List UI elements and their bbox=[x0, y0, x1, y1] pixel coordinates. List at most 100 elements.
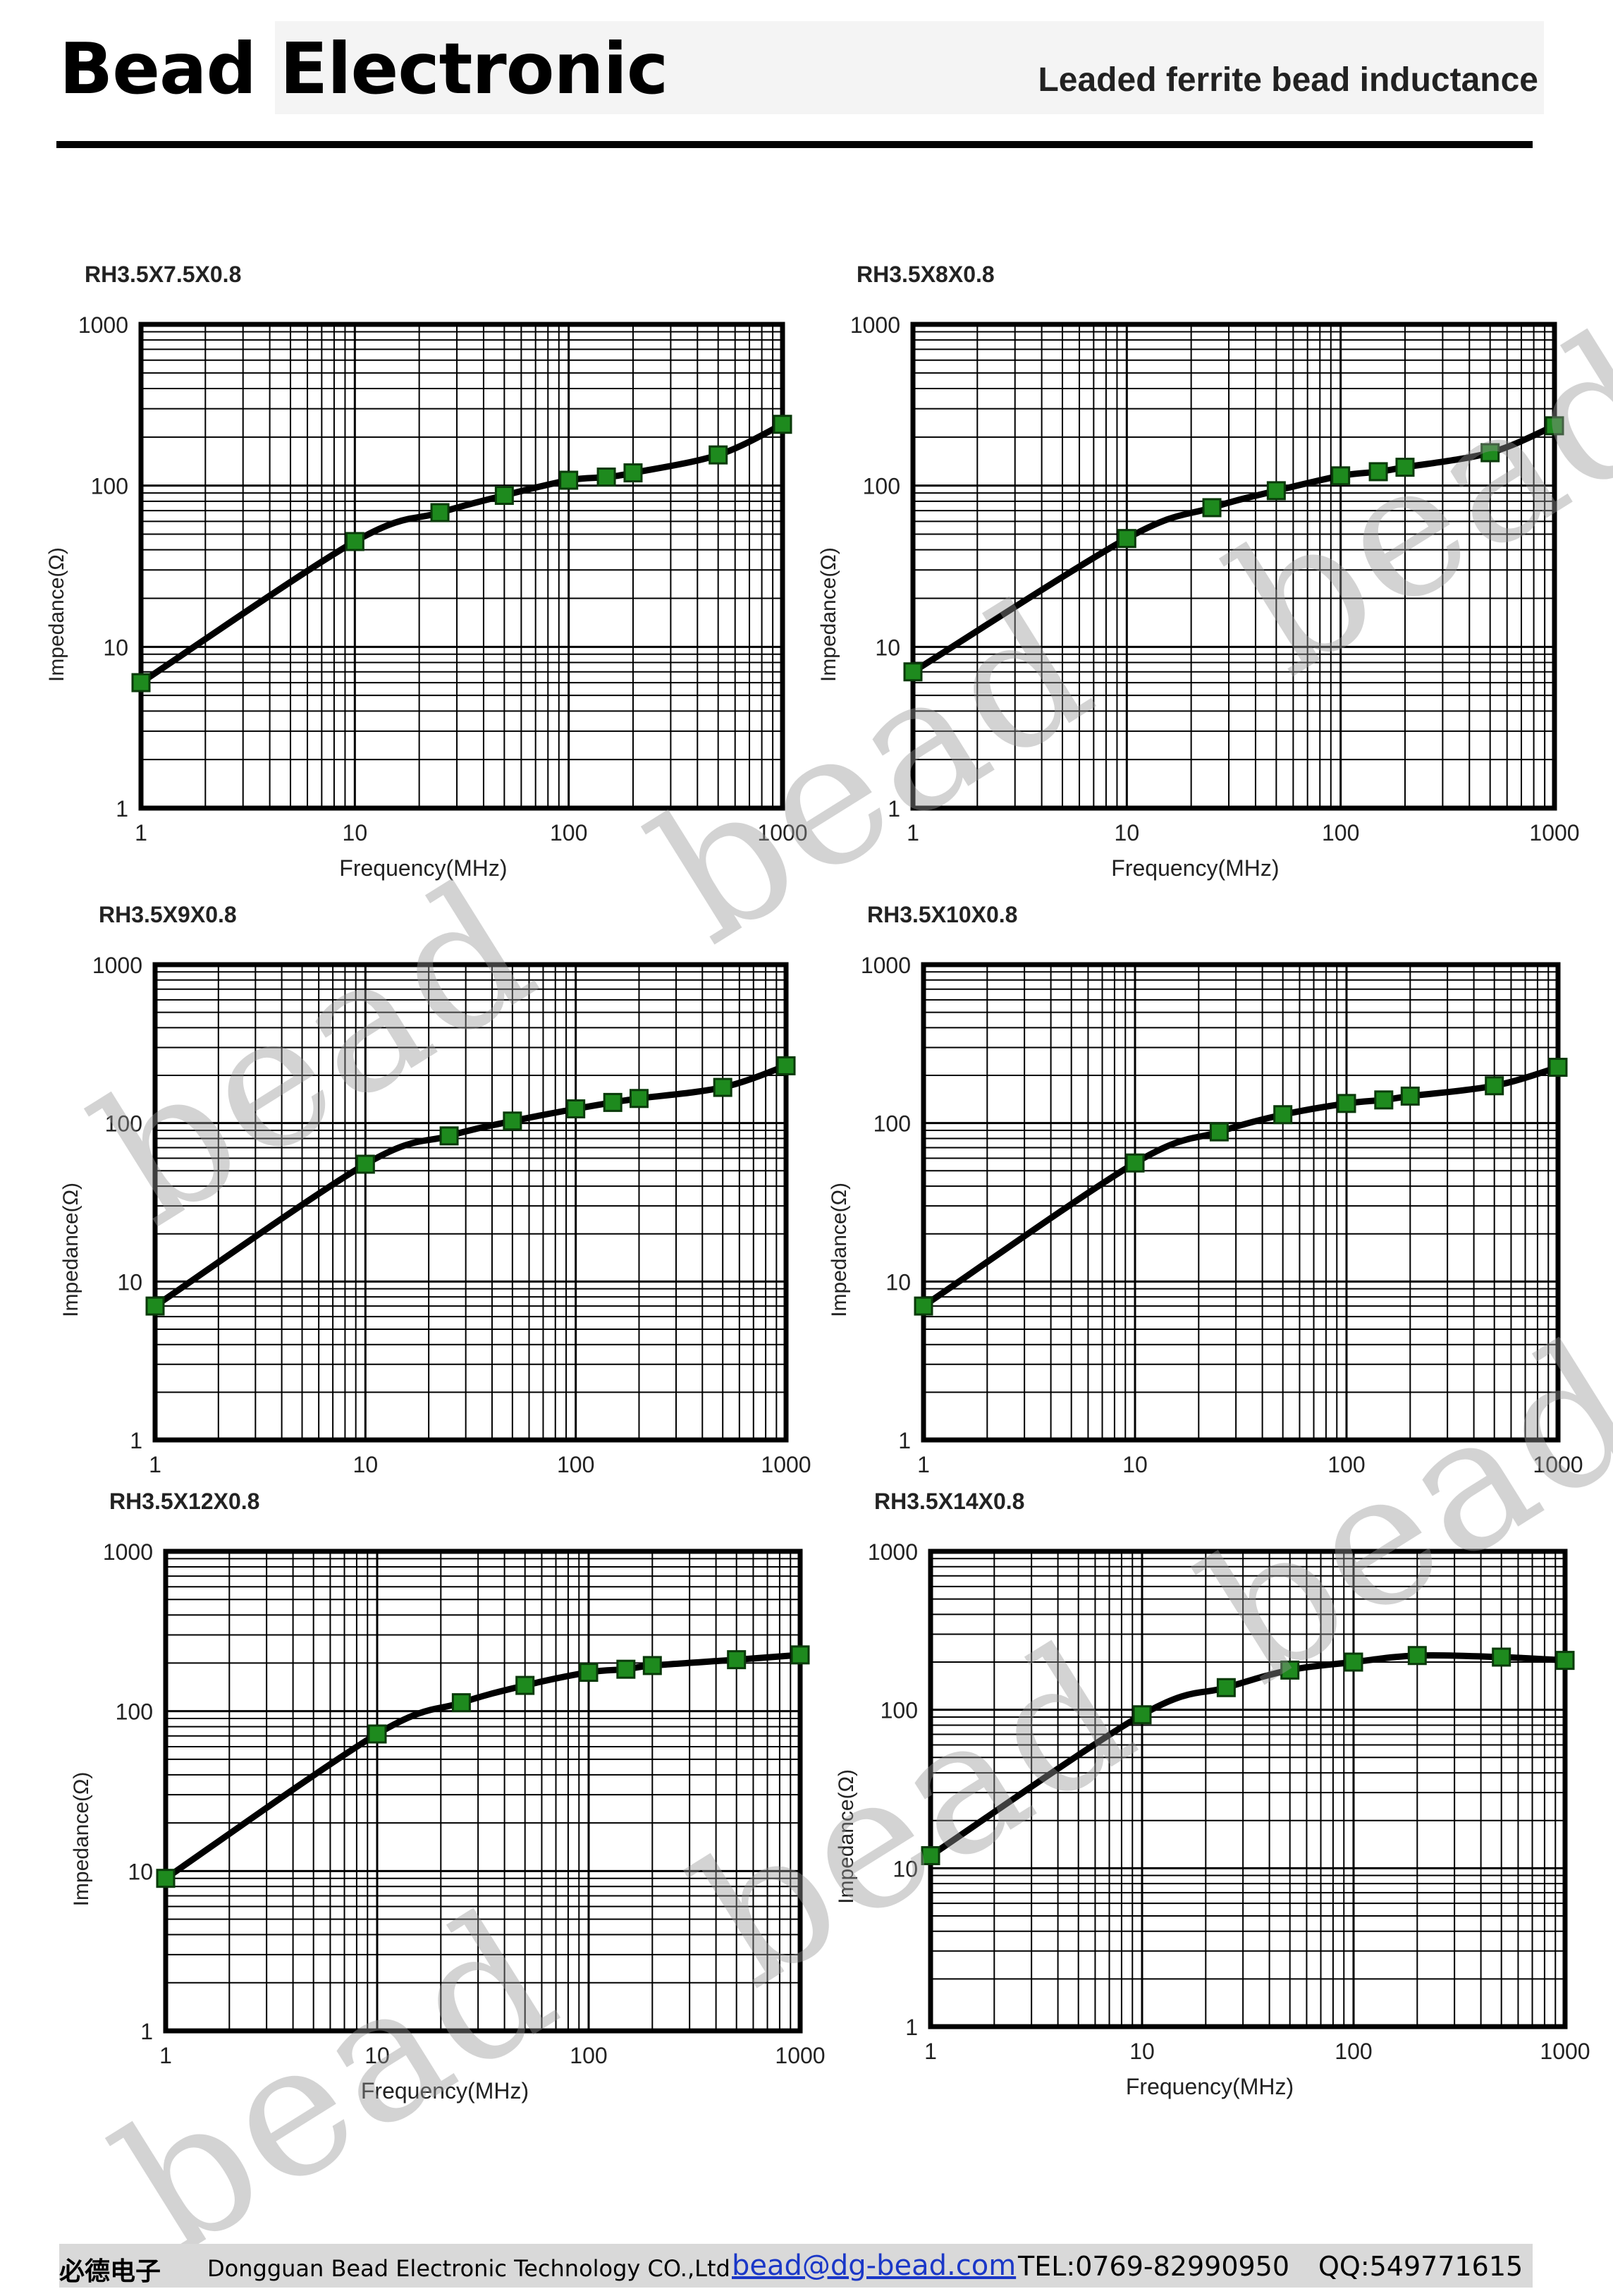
series-line bbox=[162, 1651, 804, 1882]
y-axis-label: Impedance(Ω) bbox=[59, 1183, 82, 1317]
y-axis-label: Impedance(Ω) bbox=[70, 1772, 93, 1907]
chart-svg: RH3.5X8X0.8 1 10 100 1000 1 10 100 1000 Frequency… bbox=[817, 262, 1580, 881]
x-tick-label: 100 bbox=[570, 2043, 607, 2068]
chart-title: RH3.5X14X0.8 bbox=[874, 1489, 1024, 1514]
data-point-marker bbox=[1480, 443, 1500, 463]
x-tick-label: 100 bbox=[1327, 1452, 1365, 1477]
y-tick-label: 1000 bbox=[850, 312, 900, 338]
y-axis-label: Impedance(Ω) bbox=[828, 1183, 851, 1317]
series-line bbox=[920, 1064, 1562, 1309]
data-point-marker bbox=[1132, 1705, 1152, 1725]
data-point-marker bbox=[1266, 481, 1286, 501]
data-point-marker bbox=[914, 1296, 933, 1316]
series-line bbox=[137, 421, 786, 686]
x-tick-label: 1000 bbox=[1533, 1452, 1583, 1477]
data-point-marker bbox=[1368, 462, 1388, 482]
chart-svg: RH3.5X10X0.8 1 10 100 1000 1 10 100 1000 Impedanc… bbox=[828, 902, 1583, 1477]
y-tick-label: 1 bbox=[116, 796, 128, 822]
x-tick-label: 100 bbox=[1335, 2039, 1372, 2064]
y-tick-label: 10 bbox=[893, 1856, 918, 1881]
series-line bbox=[909, 422, 1558, 676]
data-point-marker bbox=[1344, 1652, 1363, 1672]
data-point-marker bbox=[1337, 1094, 1356, 1113]
series-line bbox=[152, 1062, 790, 1309]
data-point-marker bbox=[1548, 1058, 1568, 1077]
x-axis-label: Frequency(MHz) bbox=[1111, 855, 1279, 881]
x-tick-label: 10 bbox=[353, 1452, 379, 1477]
footer-qq: QQ:549771615 bbox=[1318, 2251, 1523, 2282]
footer-tel: TEL:0769-82990950 bbox=[1018, 2251, 1290, 2282]
x-tick-label: 10 bbox=[1129, 2039, 1155, 2064]
data-point-marker bbox=[616, 1659, 636, 1679]
plot-frame bbox=[910, 322, 1557, 811]
data-point-marker bbox=[1485, 1076, 1504, 1096]
data-point-marker bbox=[921, 1846, 940, 1866]
data-point-marker bbox=[430, 503, 450, 523]
page-subtitle: Leaded ferrite bead inductance bbox=[1038, 61, 1538, 99]
data-point-marker bbox=[629, 1089, 649, 1109]
data-point-marker bbox=[345, 532, 364, 551]
footer-email-link[interactable]: bead@dg-bead.com bbox=[732, 2249, 1017, 2282]
y-tick-label: 100 bbox=[863, 474, 900, 499]
data-point-marker bbox=[579, 1663, 599, 1683]
y-tick-label: 100 bbox=[873, 1111, 911, 1137]
x-axis-label: Frequency(MHz) bbox=[339, 855, 507, 881]
data-point-marker bbox=[494, 485, 514, 505]
x-tick-label: 1 bbox=[917, 1452, 930, 1477]
data-point-marker bbox=[776, 1056, 796, 1075]
impedance-chart-3: RH3.5X9X0.8 1 10 100 1000 1 10 100 1000 Impedance… bbox=[56, 894, 828, 1546]
data-point-marker bbox=[773, 415, 792, 434]
plot-frame bbox=[163, 1549, 803, 2034]
impedance-chart-2: RH3.5X8X0.8 1 10 100 1000 1 10 100 1000 Frequency… bbox=[814, 254, 1597, 914]
plot-frame bbox=[928, 1549, 1568, 2029]
y-tick-label: 1000 bbox=[78, 312, 128, 338]
data-point-marker bbox=[596, 468, 616, 487]
data-point-marker bbox=[145, 1296, 165, 1316]
y-tick-label: 1 bbox=[898, 1428, 911, 1453]
y-tick-label: 1 bbox=[140, 2019, 153, 2044]
y-tick-label: 100 bbox=[91, 474, 128, 499]
data-point-marker bbox=[1545, 416, 1564, 436]
data-point-marker bbox=[1117, 529, 1136, 549]
y-tick-label: 100 bbox=[116, 1699, 153, 1725]
chart-svg: RH3.5X14X0.8 1 10 100 1000 1 10 100 1000 Frequenc… bbox=[835, 1489, 1590, 2099]
x-tick-label: 1 bbox=[907, 820, 919, 845]
y-tick-label: 1 bbox=[888, 796, 900, 822]
data-point-marker bbox=[1202, 498, 1222, 518]
chart-title: RH3.5X12X0.8 bbox=[109, 1489, 259, 1514]
x-tick-label: 10 bbox=[364, 2043, 390, 2068]
data-point-marker bbox=[1280, 1660, 1300, 1680]
y-tick-label: 1000 bbox=[868, 1539, 918, 1565]
y-tick-label: 10 bbox=[875, 635, 900, 660]
data-point-marker bbox=[451, 1693, 471, 1713]
chart-title: RH3.5X10X0.8 bbox=[867, 902, 1017, 927]
data-point-marker bbox=[1492, 1647, 1511, 1667]
header-band bbox=[275, 21, 1544, 114]
data-point-marker bbox=[355, 1154, 375, 1174]
impedance-chart-6: RH3.5X14X0.8 1 10 100 1000 1 10 100 1000 Frequenc… bbox=[825, 1481, 1607, 2132]
data-point-marker bbox=[503, 1111, 522, 1131]
y-tick-label: 1 bbox=[905, 2015, 918, 2040]
plot-frame bbox=[152, 962, 789, 1443]
data-point-marker bbox=[439, 1126, 459, 1146]
x-tick-label: 100 bbox=[550, 820, 587, 845]
data-point-marker bbox=[1555, 1651, 1575, 1671]
x-tick-label: 1 bbox=[149, 1452, 161, 1477]
y-tick-label: 1000 bbox=[103, 1539, 153, 1565]
data-point-marker bbox=[709, 445, 728, 465]
x-tick-label: 100 bbox=[1322, 820, 1359, 845]
data-point-marker bbox=[623, 463, 643, 483]
x-axis-label: Frequency(MHz) bbox=[361, 2078, 529, 2103]
data-point-marker bbox=[1331, 466, 1351, 486]
footer-company-cn: 必德电子 bbox=[59, 2257, 161, 2286]
impedance-chart-1: RH3.5X7.5X0.8 1 10 100 1000 1 10 100 1000 Frequen… bbox=[42, 254, 825, 914]
brand-logo-text: Bead Electronic bbox=[59, 28, 668, 110]
data-point-marker bbox=[1407, 1646, 1427, 1666]
data-point-marker bbox=[559, 470, 579, 490]
chart-svg: RH3.5X12X0.8 1 10 100 1000 1 10 100 1000 Frequenc… bbox=[70, 1489, 826, 2103]
x-tick-label: 10 bbox=[343, 820, 368, 845]
plot-frame bbox=[138, 322, 785, 811]
data-point-marker bbox=[566, 1099, 586, 1118]
footer-bar: 必德电子 Dongguan Bead Electronic Technology… bbox=[59, 2244, 1533, 2288]
x-tick-label: 1000 bbox=[1529, 820, 1579, 845]
